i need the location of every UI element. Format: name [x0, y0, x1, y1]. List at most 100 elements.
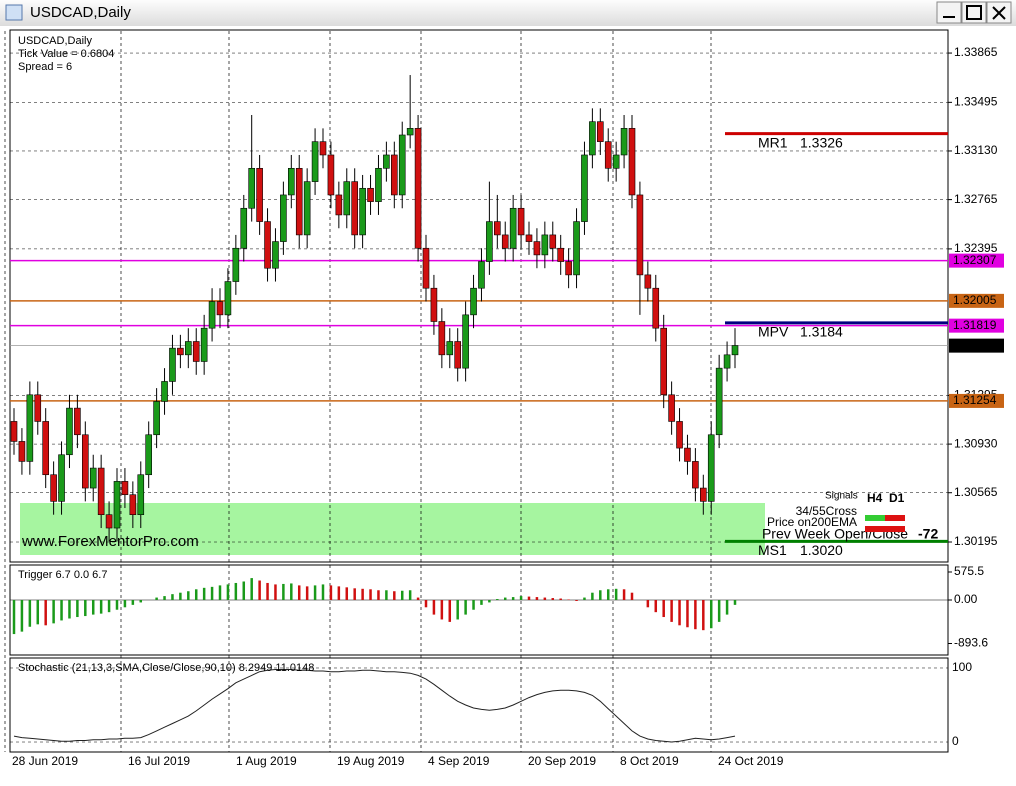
signal-indicator	[885, 515, 905, 521]
candle-body	[232, 247, 240, 282]
candle-body	[137, 474, 145, 516]
candle-body	[343, 181, 351, 216]
candle-body	[153, 401, 160, 436]
watermark: www.ForexMentorPro.com	[21, 533, 199, 550]
candle-body	[438, 321, 446, 356]
x-tick-label: 4 Sep 2019	[428, 754, 490, 768]
candle-body	[684, 447, 691, 462]
candle-body	[525, 234, 533, 242]
trigger-title: Trigger 6.7 0.0 6.7	[18, 569, 107, 581]
candle-body	[121, 481, 129, 496]
candle-body	[462, 314, 469, 369]
candle-body	[414, 128, 422, 249]
candle-body	[620, 128, 628, 156]
candle-body	[612, 154, 620, 169]
candle-body	[295, 167, 303, 236]
candle-body	[224, 281, 232, 316]
y-tick-label: 575.5	[954, 564, 984, 578]
candle-body	[97, 467, 105, 516]
title-bar	[0, 0, 1016, 26]
signals-d1: D1	[889, 491, 905, 505]
y-tick-label: 0.00	[954, 592, 978, 606]
candle-body	[177, 347, 184, 356]
candle-body	[18, 441, 26, 462]
candle-body	[216, 301, 224, 316]
candle-body	[692, 461, 699, 489]
y-tick-label: 0	[952, 734, 959, 748]
level-box	[949, 253, 1004, 268]
support-zone	[20, 503, 765, 555]
candle-body	[660, 327, 667, 396]
candle-body	[715, 367, 723, 436]
stochastic-title: Stochastic (21,13,3,SMA,Close/Close,90,1…	[18, 662, 314, 674]
candle-body	[66, 407, 73, 456]
candle-body	[185, 341, 192, 356]
y-tick-label: 1.30930	[954, 436, 998, 450]
candle-body	[161, 381, 168, 402]
minimize-button[interactable]	[936, 1, 962, 24]
candle-body	[26, 394, 34, 462]
current-price-box	[949, 338, 1004, 353]
candle-body	[668, 394, 675, 422]
candle-body	[565, 261, 572, 276]
maximize-icon	[966, 5, 982, 20]
candle-body	[208, 301, 216, 329]
candle-body	[58, 454, 65, 502]
candle-body	[42, 421, 49, 476]
candle-body	[589, 121, 596, 156]
candle-body	[327, 154, 335, 196]
candle-body	[272, 241, 279, 269]
candle-body	[494, 221, 501, 236]
candle-body	[351, 181, 358, 236]
candle-body	[470, 287, 477, 316]
y-tick-label: 1.32765	[954, 192, 998, 206]
x-tick-label: 28 Jun 2019	[12, 754, 78, 768]
signal-indicator	[865, 526, 905, 532]
candle-body	[359, 187, 366, 236]
candle-body	[454, 341, 461, 369]
pivot-name: MR1	[758, 134, 788, 150]
candle-body	[169, 347, 176, 382]
candle-body	[34, 394, 42, 422]
signals-h4: H4	[867, 491, 883, 505]
window-icon	[5, 4, 23, 21]
candle-body	[517, 207, 525, 236]
spread: Spread = 6	[18, 61, 72, 73]
candle-body	[597, 121, 604, 142]
candle-body	[74, 407, 81, 436]
candle-body	[50, 474, 57, 502]
candle-body	[636, 194, 644, 276]
tick-value: Tick Value = 0.6804	[18, 48, 114, 60]
signal-row: Price on200EMA	[767, 515, 857, 529]
pivot-value: 1.3020	[800, 542, 843, 558]
x-tick-label: 8 Oct 2019	[620, 754, 679, 768]
candle-body	[113, 481, 121, 529]
level-label: 1.32307	[953, 253, 997, 267]
candle-body	[406, 128, 414, 136]
symbol-label: USDCAD,Daily	[18, 35, 92, 47]
prev-week-value: -72	[918, 526, 938, 542]
candle-body	[430, 287, 438, 322]
signal-row: 34/55Cross	[796, 504, 857, 518]
level-box	[949, 318, 1004, 333]
stochastic-frame	[9, 657, 949, 753]
window-buttons[interactable]	[936, 1, 1012, 24]
level-label: 1.31819	[953, 318, 997, 332]
pivot-name: MS1	[758, 542, 787, 558]
level-box	[949, 293, 1004, 308]
y-tick-label: 1.33130	[954, 143, 998, 157]
x-tick-label: 24 Oct 2019	[718, 754, 784, 768]
x-tick-label: 20 Sep 2019	[528, 754, 596, 768]
candle-body	[383, 154, 390, 169]
y-tick-label: -893.6	[954, 636, 988, 650]
signals-title: Signals	[825, 491, 858, 502]
candle-body	[248, 167, 255, 209]
candle-body	[105, 514, 113, 529]
candle-body	[391, 154, 398, 196]
candle-body	[676, 421, 683, 449]
candle-body	[446, 341, 454, 356]
trigger-frame	[9, 564, 949, 656]
candle-body	[478, 261, 485, 289]
